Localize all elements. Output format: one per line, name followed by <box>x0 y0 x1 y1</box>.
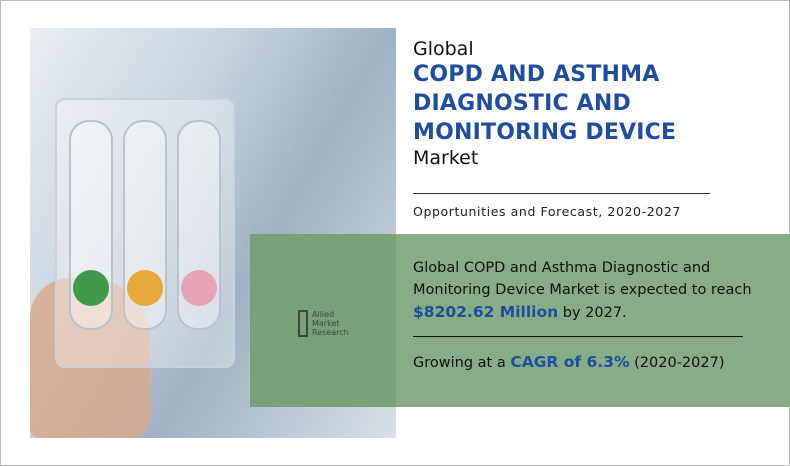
page-title: Global COPD AND ASTHMA DIAGNOSTIC AND MO… <box>413 38 677 169</box>
cagr-text: Growing at a CAGR of 6.3% (2020-2027) <box>413 353 725 371</box>
market-value: $8202.62 Million <box>413 303 559 321</box>
spirometer-device <box>55 98 235 368</box>
orange-ball <box>127 270 163 306</box>
subtitle: Opportunities and Forecast, 2020-2027 <box>413 204 681 219</box>
green-ball <box>73 270 109 306</box>
market-summary: Global COPD and Asthma Diagnostic and Mo… <box>413 260 752 321</box>
divider <box>413 336 743 337</box>
pink-ball <box>181 270 217 306</box>
cagr-value: CAGR of 6.3% <box>510 353 630 371</box>
divider <box>413 193 710 194</box>
summary-panel <box>250 234 790 407</box>
allied-market-research-logo: Allied Market Research <box>298 310 349 337</box>
